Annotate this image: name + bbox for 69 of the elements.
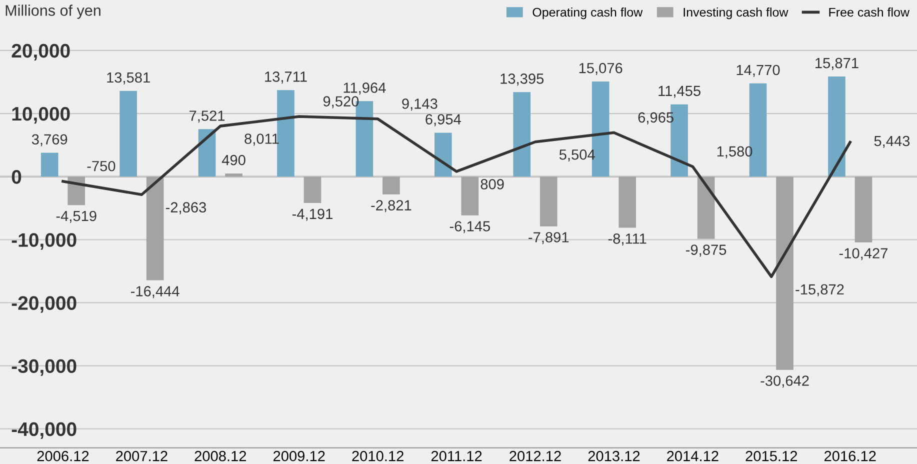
data-label: -4,519 (56, 210, 96, 223)
bar (697, 176, 715, 239)
x-tick-label: 2013.12 (588, 450, 640, 462)
data-label: 9,520 (323, 96, 359, 108)
data-label: -10,427 (839, 248, 888, 260)
y-tick-label: -20,000 (12, 296, 76, 313)
data-label: 11,455 (658, 86, 700, 98)
data-label: -30,642 (760, 376, 809, 388)
bar (618, 176, 636, 228)
data-label: -4,191 (292, 208, 332, 221)
data-label: 13,711 (265, 72, 307, 84)
data-label: 809 (480, 179, 504, 190)
bar (828, 76, 846, 177)
bar (513, 92, 531, 177)
bar (225, 173, 242, 177)
x-tick-label: 2012.12 (510, 450, 561, 462)
data-label: -9,875 (686, 244, 726, 257)
x-tick-label: 2015.12 (746, 450, 798, 462)
y-axis-title: Millions of yen (6, 4, 100, 19)
bar (40, 152, 58, 177)
data-label: 14,770 (736, 64, 780, 77)
bar (461, 176, 479, 216)
data-label: 7,521 (190, 110, 225, 123)
data-label: -2,863 (166, 202, 206, 214)
data-label: 13,395 (500, 74, 544, 86)
bar (540, 176, 558, 226)
data-label: 15,076 (579, 62, 622, 75)
data-label: -16,444 (130, 286, 180, 298)
data-label: -2,821 (371, 200, 412, 212)
data-label: 15,871 (816, 58, 858, 70)
data-label: 3,769 (32, 134, 68, 146)
bar (434, 132, 452, 177)
x-tick-label: 2010.12 (352, 450, 404, 462)
x-tick-label: 2007.12 (116, 450, 168, 462)
y-tick-label: 20,000 (12, 44, 70, 61)
data-label: 5,443 (874, 136, 910, 148)
data-label: 11,964 (344, 82, 386, 95)
bar (146, 176, 164, 280)
bar (198, 129, 216, 177)
legend-label: Free cash flow (829, 8, 910, 17)
data-label: 13,581 (107, 72, 150, 84)
data-label: -8,111 (608, 233, 646, 246)
x-tick-label: 2009.12 (273, 450, 325, 462)
bar (68, 176, 86, 206)
x-tick-label: 2008.12 (194, 450, 246, 462)
y-tick-label: -30,000 (12, 359, 76, 376)
legend-label: Investing cash flow (684, 8, 788, 20)
bar (277, 90, 294, 177)
data-label: -15,872 (796, 284, 844, 296)
data-label: 490 (222, 154, 246, 166)
y-tick-label: 0 (12, 170, 22, 184)
data-label: -7,891 (528, 232, 569, 244)
bar (120, 90, 137, 177)
bar (304, 176, 322, 204)
bar (382, 176, 400, 194)
y-tick-label: -40,000 (12, 422, 76, 439)
data-label: -6,145 (450, 221, 490, 234)
y-tick-label: 10,000 (12, 106, 70, 124)
legend-label: Operating cash flow (532, 8, 643, 20)
data-label: 6,954 (426, 114, 461, 126)
x-tick-label: 2016.12 (824, 450, 876, 462)
x-tick-label: 2014.12 (667, 450, 718, 462)
bar (776, 176, 794, 370)
x-tick-label: 2006.12 (37, 450, 89, 462)
y-tick-label: -10,000 (12, 233, 76, 250)
x-tick-label: 2011.12 (431, 450, 482, 462)
data-label: -750 (87, 160, 116, 172)
data-label: 9,143 (402, 98, 438, 111)
bar (854, 176, 872, 242)
